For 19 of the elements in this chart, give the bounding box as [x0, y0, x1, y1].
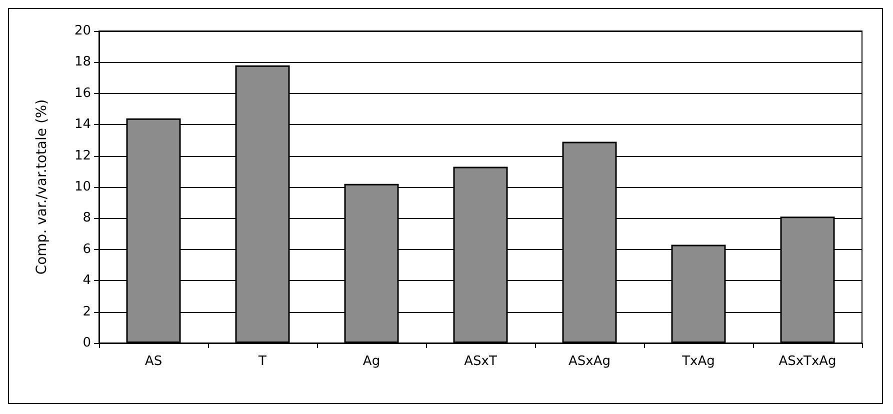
x-tick-label: TxAg — [681, 354, 715, 369]
y-tick-label: 12 — [74, 148, 91, 164]
y-axis-title: Comp. var./var.totale (%) — [34, 99, 50, 275]
y-tick-label: 0 — [82, 336, 91, 350]
x-tick-label: ASxT — [464, 354, 497, 369]
x-tick-label: Ag — [362, 354, 380, 369]
y-tick-label: 16 — [74, 86, 91, 101]
y-tick-label: 20 — [74, 24, 91, 38]
y-tick-label: 10 — [74, 180, 91, 194]
y-tick-label: 4 — [82, 273, 91, 288]
x-tick-label: ASxTxAg — [778, 354, 836, 369]
y-tick-label: 6 — [82, 242, 91, 257]
x-tick-label: AS — [144, 354, 162, 369]
y-tick-label: 8 — [82, 210, 91, 226]
x-tick-label: ASxAg — [568, 354, 610, 369]
y-tick-label: 18 — [74, 54, 91, 70]
y-tick-label: 14 — [74, 117, 91, 132]
y-tick-label: 2 — [82, 304, 91, 320]
x-tick-label: T — [258, 354, 267, 369]
